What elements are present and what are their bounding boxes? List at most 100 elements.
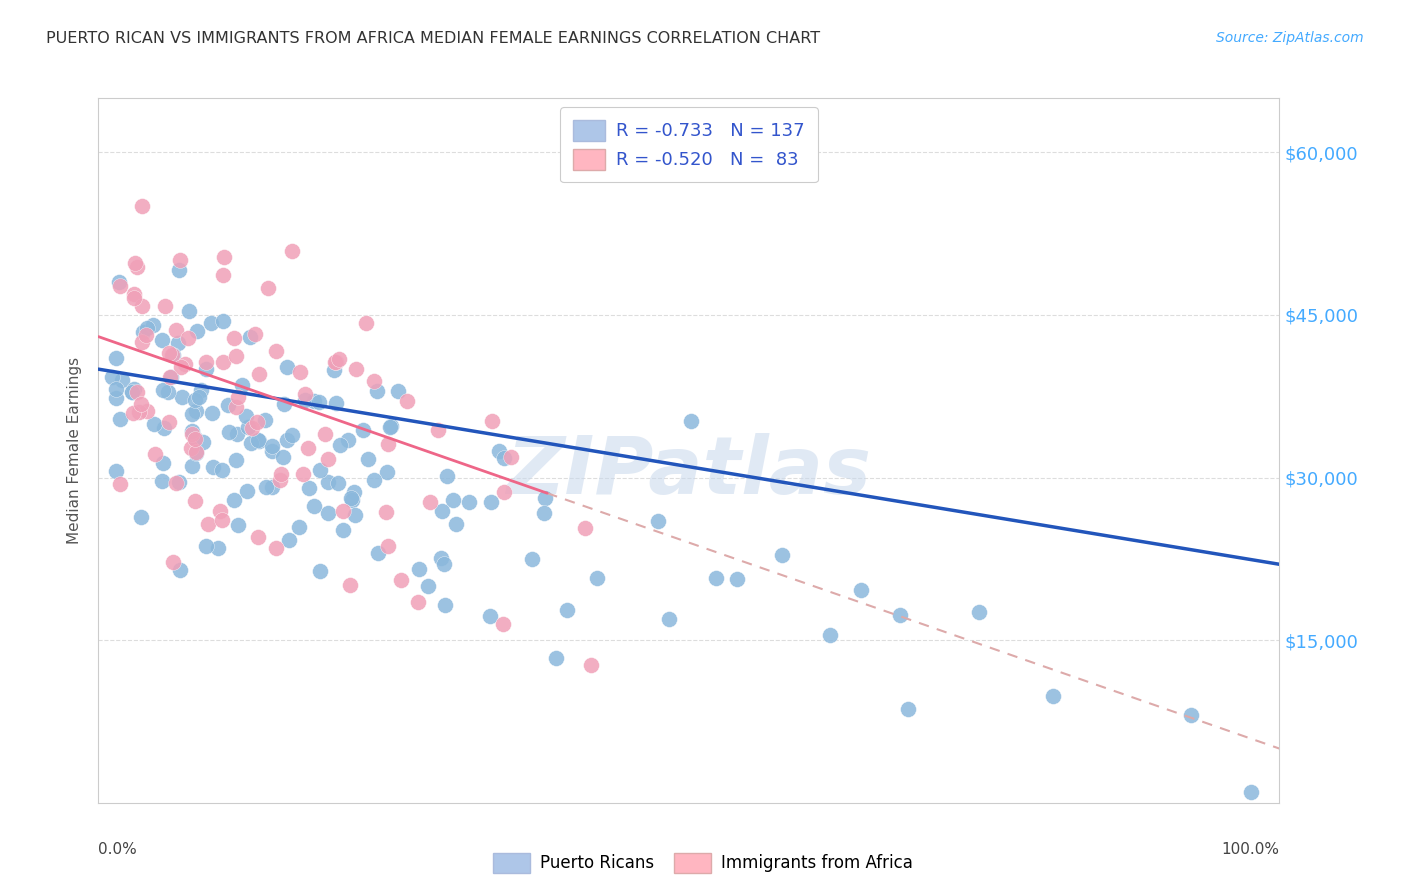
Point bbox=[225, 400, 247, 414]
Point bbox=[211, 513, 233, 527]
Point bbox=[357, 452, 380, 467]
Point bbox=[325, 355, 347, 369]
Point bbox=[363, 473, 385, 487]
Point bbox=[122, 291, 145, 305]
Point bbox=[243, 326, 266, 341]
Point bbox=[579, 657, 602, 672]
Point bbox=[108, 275, 131, 289]
Point bbox=[436, 469, 458, 483]
Point bbox=[131, 199, 153, 213]
Point bbox=[658, 612, 681, 626]
Point bbox=[308, 394, 330, 409]
Point bbox=[143, 447, 166, 461]
Point bbox=[183, 433, 205, 447]
Point bbox=[125, 260, 148, 274]
Point bbox=[427, 424, 450, 438]
Point bbox=[889, 607, 911, 622]
Point bbox=[292, 467, 315, 482]
Point bbox=[492, 617, 515, 632]
Text: 100.0%: 100.0% bbox=[1222, 841, 1279, 856]
Point bbox=[287, 520, 309, 534]
Point bbox=[105, 382, 128, 396]
Point bbox=[479, 495, 502, 509]
Point bbox=[101, 369, 124, 384]
Point bbox=[173, 357, 195, 371]
Point bbox=[264, 541, 287, 556]
Point bbox=[555, 603, 578, 617]
Point bbox=[344, 362, 367, 376]
Point bbox=[260, 439, 283, 453]
Point bbox=[377, 437, 399, 451]
Point bbox=[352, 423, 374, 437]
Point bbox=[179, 303, 201, 318]
Point bbox=[281, 244, 304, 258]
Point bbox=[150, 475, 173, 489]
Point bbox=[152, 456, 174, 470]
Point bbox=[121, 384, 143, 399]
Point bbox=[111, 373, 134, 387]
Point bbox=[194, 355, 217, 369]
Point bbox=[432, 504, 454, 518]
Point bbox=[323, 363, 346, 377]
Point bbox=[288, 365, 311, 379]
Point bbox=[246, 530, 269, 544]
Point bbox=[226, 517, 249, 532]
Point bbox=[131, 299, 153, 313]
Point bbox=[169, 263, 191, 277]
Point bbox=[302, 500, 325, 514]
Point bbox=[200, 406, 222, 420]
Point bbox=[156, 384, 179, 399]
Point bbox=[165, 323, 187, 337]
Point bbox=[184, 446, 207, 460]
Point bbox=[165, 476, 187, 491]
Point bbox=[190, 383, 212, 397]
Point bbox=[180, 458, 202, 473]
Point bbox=[184, 404, 207, 418]
Point bbox=[309, 564, 332, 578]
Point bbox=[706, 571, 728, 585]
Point bbox=[377, 539, 399, 553]
Point bbox=[184, 393, 207, 408]
Point bbox=[108, 412, 131, 426]
Point bbox=[194, 540, 217, 554]
Point bbox=[167, 335, 190, 350]
Point bbox=[235, 409, 257, 424]
Point bbox=[247, 434, 270, 449]
Point bbox=[239, 330, 262, 344]
Point bbox=[378, 420, 401, 434]
Point bbox=[136, 321, 159, 335]
Point bbox=[208, 504, 231, 518]
Point bbox=[236, 420, 259, 434]
Point bbox=[586, 571, 609, 585]
Point bbox=[169, 359, 191, 374]
Point bbox=[366, 384, 388, 399]
Point bbox=[153, 299, 176, 313]
Point bbox=[457, 495, 479, 509]
Point bbox=[104, 391, 127, 405]
Point bbox=[260, 444, 283, 458]
Point bbox=[172, 390, 194, 404]
Point bbox=[1180, 708, 1202, 723]
Point bbox=[108, 278, 131, 293]
Point bbox=[201, 460, 224, 475]
Point bbox=[180, 425, 202, 439]
Point bbox=[363, 374, 385, 388]
Point bbox=[264, 343, 287, 358]
Point bbox=[260, 480, 283, 494]
Point bbox=[278, 533, 301, 548]
Point bbox=[159, 346, 181, 360]
Point bbox=[770, 548, 793, 562]
Point bbox=[481, 414, 503, 428]
Point bbox=[211, 462, 233, 476]
Point bbox=[325, 355, 347, 369]
Point bbox=[367, 546, 389, 560]
Point bbox=[153, 421, 176, 435]
Point bbox=[494, 451, 516, 466]
Point bbox=[121, 384, 143, 399]
Point bbox=[375, 505, 398, 519]
Point bbox=[408, 562, 430, 576]
Point bbox=[231, 377, 253, 392]
Point bbox=[395, 394, 418, 409]
Point bbox=[316, 451, 339, 466]
Point bbox=[479, 609, 502, 624]
